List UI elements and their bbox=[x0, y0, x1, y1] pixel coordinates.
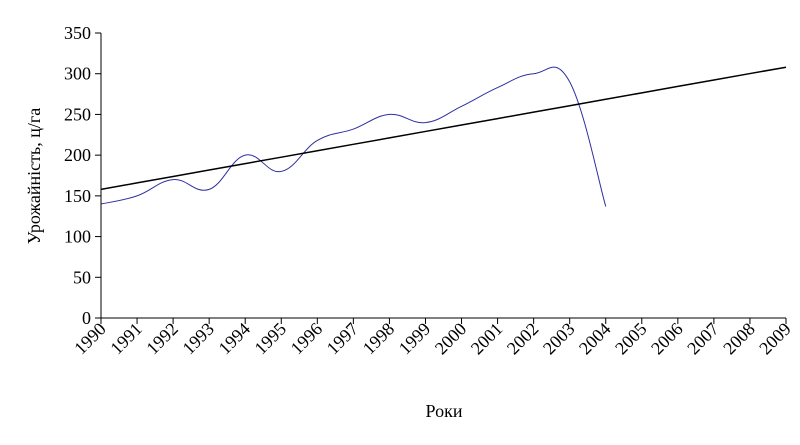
x-tick-label: 2001 bbox=[467, 319, 507, 359]
x-tick-label: 2008 bbox=[719, 319, 759, 359]
x-tick-label: 1993 bbox=[178, 319, 218, 359]
series-line-yield bbox=[100, 66, 607, 207]
x-tick-label: 2002 bbox=[503, 319, 543, 359]
x-tick-label: 1998 bbox=[359, 319, 399, 359]
x-tick-label: 1996 bbox=[287, 319, 327, 359]
x-tick-label: 2000 bbox=[431, 319, 471, 359]
y-tick-label: 0 bbox=[82, 308, 91, 328]
x-tick-label: 1994 bbox=[214, 319, 254, 359]
x-tick-label: 1997 bbox=[323, 319, 363, 359]
y-tick-label: 150 bbox=[64, 186, 91, 206]
x-tick-label: 1999 bbox=[395, 319, 435, 359]
plot-series bbox=[100, 66, 787, 207]
y-tick-label: 100 bbox=[64, 227, 91, 247]
x-tick-label: 2004 bbox=[575, 319, 615, 359]
y-tick-label: 350 bbox=[64, 23, 91, 43]
x-tick-label: 2006 bbox=[647, 319, 687, 359]
x-tick-label: 2009 bbox=[755, 319, 795, 359]
y-ticks: 0 50 100 150 200 250 300 350 bbox=[64, 23, 101, 328]
series-line-trend bbox=[100, 66, 787, 191]
x-tick-label: 2007 bbox=[683, 319, 723, 359]
x-ticks: 1990199119921993199419951996199719981999… bbox=[70, 318, 795, 358]
x-tick-label: 1990 bbox=[70, 319, 110, 359]
x-tick-label: 1991 bbox=[106, 319, 146, 359]
y-tick-label: 250 bbox=[64, 104, 91, 124]
y-tick-label: 300 bbox=[64, 64, 91, 84]
x-tick-label: 2005 bbox=[611, 319, 651, 359]
y-tick-label: 50 bbox=[73, 267, 91, 287]
y-axis-title: Урожайність, ц/га bbox=[24, 108, 44, 244]
x-tick-label: 2003 bbox=[539, 319, 579, 359]
x-tick-label: 1992 bbox=[142, 319, 182, 359]
y-tick-label: 200 bbox=[64, 145, 91, 165]
x-tick-label: 1995 bbox=[250, 319, 290, 359]
x-axis-title: Роки bbox=[426, 401, 463, 421]
